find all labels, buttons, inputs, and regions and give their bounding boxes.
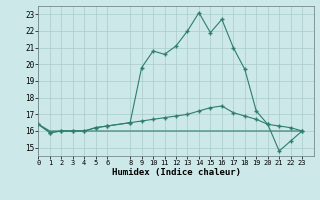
X-axis label: Humidex (Indice chaleur): Humidex (Indice chaleur)	[111, 168, 241, 177]
